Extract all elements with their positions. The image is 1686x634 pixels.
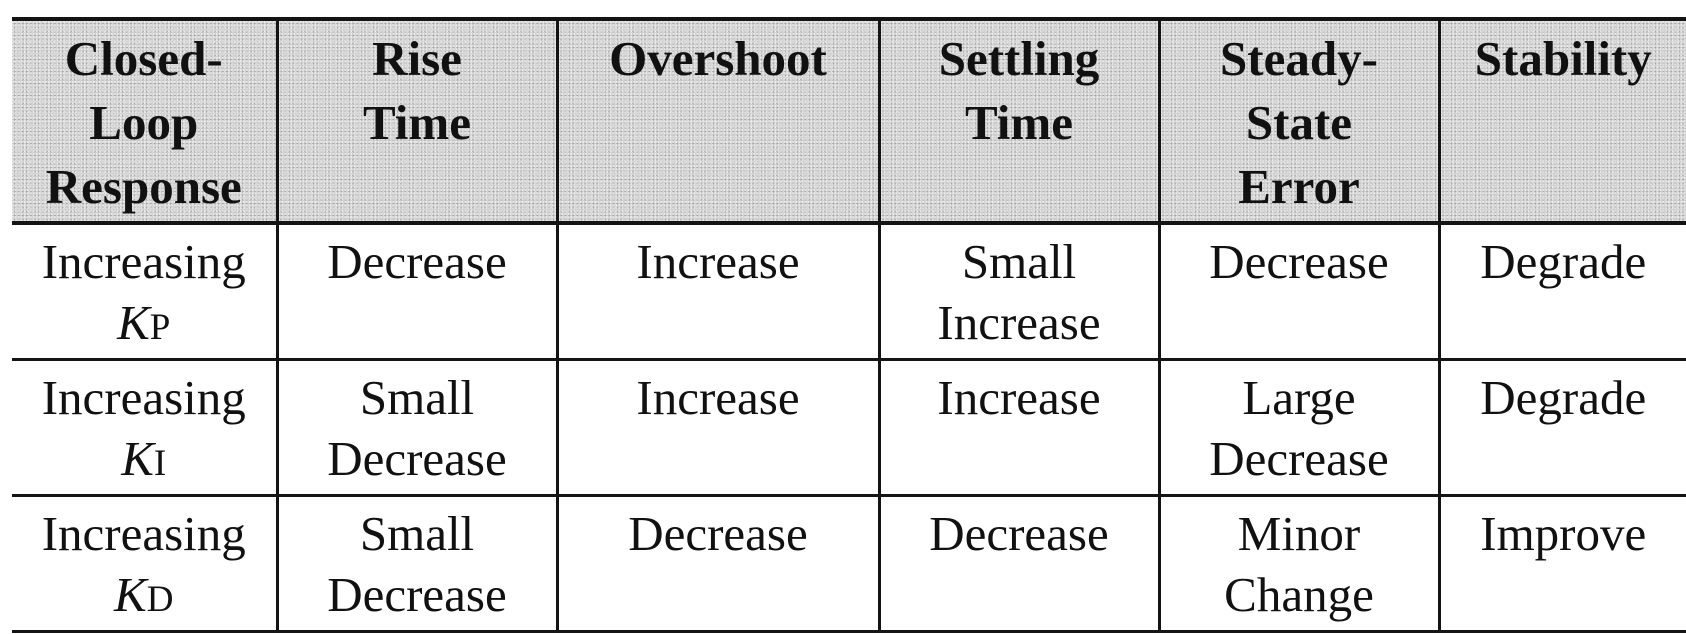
header-line: Steady- [1220,31,1378,86]
table-row-kd: Increasing KD Small Decrease Decrease De… [12,495,1686,632]
pid-effects-table: Closed- Loop Response Rise Time Overshoo… [12,17,1686,633]
header-line: Time [363,95,471,150]
cell-line: Decrease [327,431,507,486]
cell-line: Degrade [1480,234,1647,289]
cell-kp-steady-state-error: Decrease [1157,223,1441,360]
gain-label-kp: KP [12,292,276,358]
cell-line: Minor [1237,506,1361,561]
gain-label-ki: KI [12,428,276,494]
header-line: State [1245,95,1353,150]
cell-line: Small [961,234,1077,289]
header-line: Closed- [64,31,223,86]
cell-kd-stability: Improve [1437,495,1686,632]
cell-line: Decrease [1209,234,1389,289]
cell-kd-rise-time: Small Decrease [275,495,559,632]
cell-line: Decrease [929,506,1109,561]
gain-symbol: K [117,295,150,350]
gain-subscript: D [146,579,174,620]
cell-kp-rise-time: Decrease [275,223,559,360]
pid-effects-table-wrapper: Closed- Loop Response Rise Time Overshoo… [12,17,1686,633]
header-overshoot: Overshoot [555,19,881,223]
gain-label-kd: KD [12,564,276,630]
row-label-kp: Increasing KP [12,223,279,360]
cell-line: Increase [636,370,800,425]
cell-kd-steady-state-error: Minor Change [1157,495,1441,632]
cell-ki-overshoot: Increase [555,359,881,496]
cell-line: Small [359,370,475,425]
cell-ki-rise-time: Small Decrease [275,359,559,496]
header-rise-time: Rise Time [275,19,559,223]
cell-line: Decrease [327,567,507,622]
cell-kp-stability: Degrade [1437,223,1686,360]
cell-ki-settling-time: Increase [877,359,1161,496]
cell-line: Increase [937,370,1101,425]
cell-line: Degrade [1480,370,1647,425]
row-action-text: Increasing [41,234,246,289]
header-line: Loop [89,95,199,150]
cell-kd-overshoot: Decrease [555,495,881,632]
cell-line: Decrease [327,234,507,289]
cell-ki-stability: Degrade [1437,359,1686,496]
cell-kd-settling-time: Decrease [877,495,1161,632]
gain-symbol: K [114,567,147,622]
cell-kp-overshoot: Increase [555,223,881,360]
table-row-ki: Increasing KI Small Decrease Increase In… [12,359,1686,496]
cell-line: Large [1242,370,1356,425]
header-settling-time: Settling Time [877,19,1161,223]
cell-line: Decrease [628,506,808,561]
cell-line: Improve [1480,506,1647,561]
cell-line: Small [359,506,475,561]
row-label-kd: Increasing KD [12,495,279,632]
gain-symbol: K [121,431,154,486]
gain-subscript: I [153,443,167,484]
cell-ki-steady-state-error: Large Decrease [1157,359,1441,496]
header-line: Error [1238,159,1360,214]
table-header-row: Closed- Loop Response Rise Time Overshoo… [12,19,1686,223]
header-line: Stability [1474,31,1652,86]
header-steady-state-error: Steady- State Error [1157,19,1441,223]
cell-line: Increase [636,234,800,289]
header-line: Overshoot [609,31,827,86]
header-stability: Stability [1437,19,1686,223]
row-action-text: Increasing [41,506,246,561]
row-action-text: Increasing [41,370,246,425]
header-line: Rise [372,31,462,86]
cell-line: Decrease [1209,431,1389,486]
header-line: Response [45,159,242,214]
table-row-kp: Increasing KP Decrease Increase Small In… [12,223,1686,360]
cell-line: Change [1224,567,1374,622]
row-label-ki: Increasing KI [12,359,279,496]
header-line: Settling [938,31,1100,86]
header-line: Time [965,95,1073,150]
cell-kp-settling-time: Small Increase [877,223,1161,360]
cell-line: Increase [937,295,1101,350]
gain-subscript: P [149,307,171,348]
header-closed-loop-response: Closed- Loop Response [12,19,279,223]
